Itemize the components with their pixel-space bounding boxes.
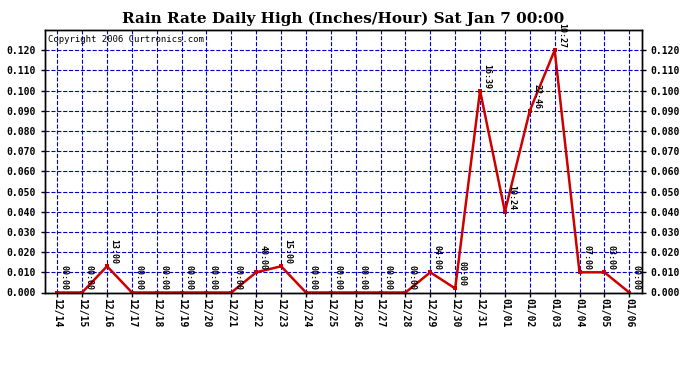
Text: 00:00: 00:00 bbox=[159, 266, 168, 291]
Text: 00:00: 00:00 bbox=[85, 266, 94, 291]
Text: 07:00: 07:00 bbox=[582, 245, 591, 270]
Text: 00:00: 00:00 bbox=[632, 266, 641, 291]
Text: 00:00: 00:00 bbox=[184, 266, 193, 291]
Title: Rain Rate Daily High (Inches/Hour) Sat Jan 7 00:00: Rain Rate Daily High (Inches/Hour) Sat J… bbox=[122, 12, 564, 26]
Text: 22:46: 22:46 bbox=[532, 84, 541, 109]
Text: 04:00: 04:00 bbox=[433, 245, 442, 270]
Text: 10:27: 10:27 bbox=[557, 23, 566, 48]
Text: 03:00: 03:00 bbox=[607, 245, 616, 270]
Text: 00:00: 00:00 bbox=[408, 266, 417, 291]
Text: 00:00: 00:00 bbox=[209, 266, 218, 291]
Text: Copyright 2006 Curtronics.com: Copyright 2006 Curtronics.com bbox=[48, 35, 204, 44]
Text: 16:39: 16:39 bbox=[482, 63, 491, 88]
Text: 00:00: 00:00 bbox=[457, 261, 466, 286]
Text: 00:00: 00:00 bbox=[358, 266, 367, 291]
Text: 00:00: 00:00 bbox=[333, 266, 342, 291]
Text: 00:00: 00:00 bbox=[60, 266, 69, 291]
Text: 13:00: 13:00 bbox=[110, 239, 119, 264]
Text: 00:00: 00:00 bbox=[234, 266, 243, 291]
Text: 15:00: 15:00 bbox=[284, 239, 293, 264]
Text: 40:00: 40:00 bbox=[259, 245, 268, 270]
Text: 00:00: 00:00 bbox=[383, 266, 392, 291]
Text: 00:00: 00:00 bbox=[135, 266, 144, 291]
Text: 10:24: 10:24 bbox=[507, 185, 516, 210]
Text: 00:00: 00:00 bbox=[308, 266, 317, 291]
